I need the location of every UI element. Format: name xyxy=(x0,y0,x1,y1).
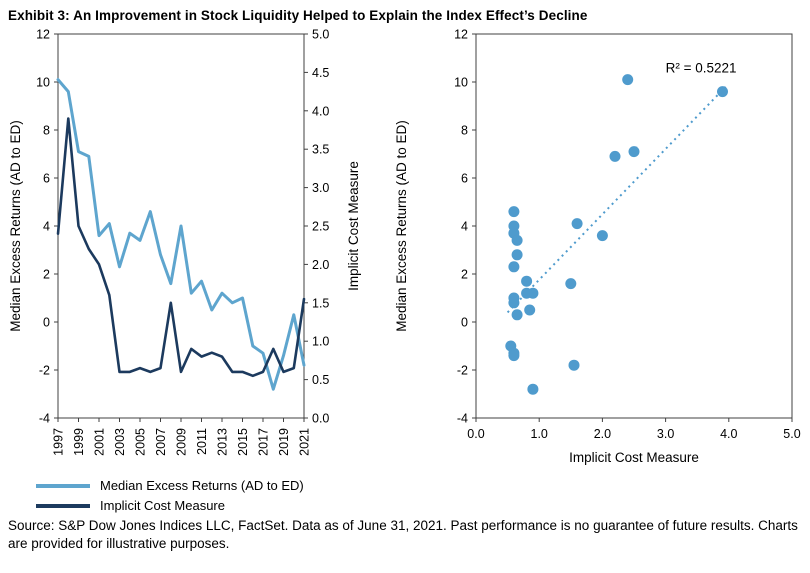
svg-text:1.5: 1.5 xyxy=(312,296,329,310)
svg-text:12: 12 xyxy=(454,28,468,42)
svg-text:3.0: 3.0 xyxy=(657,427,674,441)
legend-label-excess-returns: Median Excess Returns (AD to ED) xyxy=(100,478,304,493)
svg-text:3.5: 3.5 xyxy=(312,143,329,157)
svg-text:5.0: 5.0 xyxy=(783,427,800,441)
chart-legend: Median Excess Returns (AD to ED) Implici… xyxy=(36,478,374,513)
svg-text:2003: 2003 xyxy=(113,428,127,456)
legend-label-implicit-cost: Implicit Cost Measure xyxy=(100,498,225,513)
svg-text:-2: -2 xyxy=(39,364,50,378)
svg-text:2009: 2009 xyxy=(175,428,189,456)
svg-text:0.0: 0.0 xyxy=(312,412,329,426)
svg-text:2.0: 2.0 xyxy=(594,427,611,441)
svg-text:4.5: 4.5 xyxy=(312,66,329,80)
svg-text:4.0: 4.0 xyxy=(720,427,737,441)
svg-text:10: 10 xyxy=(36,76,50,90)
svg-text:1999: 1999 xyxy=(72,428,86,456)
svg-text:-4: -4 xyxy=(457,412,468,426)
svg-text:-2: -2 xyxy=(457,364,468,378)
svg-text:Implicit Cost Measure: Implicit Cost Measure xyxy=(569,450,699,465)
svg-text:8: 8 xyxy=(43,124,50,138)
svg-text:2005: 2005 xyxy=(134,428,148,456)
svg-text:2015: 2015 xyxy=(236,428,250,456)
svg-text:2001: 2001 xyxy=(93,428,107,456)
svg-text:0.0: 0.0 xyxy=(467,427,484,441)
scatter-chart: -4 -2 0 2 4 6 8 10 12 0.0 1.0 2.0 3.0 4.0 5.0 Implicit … xyxy=(394,28,801,466)
svg-text:12: 12 xyxy=(36,28,50,42)
svg-text:2.0: 2.0 xyxy=(312,258,329,272)
svg-text:1997: 1997 xyxy=(52,428,66,456)
svg-text:2019: 2019 xyxy=(277,428,291,456)
svg-text:8: 8 xyxy=(461,124,468,138)
line-chart: -4 -2 0 2 4 6 8 10 12 0.0 0.5 1.0 1.5 2.0 2.5 3.0 3.5 4.0… xyxy=(8,28,361,456)
svg-text:2021: 2021 xyxy=(298,428,312,456)
svg-text:2: 2 xyxy=(461,268,468,282)
legend-item-implicit-cost: Implicit Cost Measure xyxy=(36,498,374,513)
svg-text:4: 4 xyxy=(461,220,468,234)
svg-text:3.0: 3.0 xyxy=(312,181,329,195)
charts-row: -4 -2 0 2 4 6 8 10 12 0.0 0.5 1.0 1.5 2.0 2.5 3.0 3.5 4.0… xyxy=(6,26,804,514)
legend-item-excess-returns: Median Excess Returns (AD to ED) xyxy=(36,478,374,493)
line-chart-block: -4 -2 0 2 4 6 8 10 12 0.0 0.5 1.0 1.5 2.0 2.5 3.0 3.5 4.0… xyxy=(6,26,374,514)
svg-text:0: 0 xyxy=(43,316,50,330)
legend-swatch-excess-returns xyxy=(36,483,90,488)
svg-text:4: 4 xyxy=(43,220,50,234)
svg-text:2011: 2011 xyxy=(195,428,209,455)
svg-text:0: 0 xyxy=(461,316,468,330)
svg-text:5.0: 5.0 xyxy=(312,28,329,42)
svg-text:R² = 0.5221: R² = 0.5221 xyxy=(666,60,737,75)
svg-text:2017: 2017 xyxy=(257,428,271,456)
svg-text:6: 6 xyxy=(43,172,50,186)
svg-text:Implicit Cost Measure: Implicit Cost Measure xyxy=(346,161,361,291)
svg-text:2: 2 xyxy=(43,268,50,282)
svg-text:-4: -4 xyxy=(39,412,50,426)
svg-text:4.0: 4.0 xyxy=(312,104,329,118)
legend-swatch-implicit-cost xyxy=(36,503,90,508)
svg-text:Median Excess Returns (AD to E: Median Excess Returns (AD to ED) xyxy=(394,120,409,332)
svg-text:10: 10 xyxy=(454,76,468,90)
svg-text:2.5: 2.5 xyxy=(312,220,329,234)
svg-text:1.0: 1.0 xyxy=(531,427,548,441)
svg-text:2013: 2013 xyxy=(216,428,230,456)
svg-text:Median Excess Returns (AD to E: Median Excess Returns (AD to ED) xyxy=(8,120,23,332)
source-note: Source: S&P Dow Jones Indices LLC, FactS… xyxy=(8,518,798,551)
page-title: Exhibit 3: An Improvement in Stock Liqui… xyxy=(8,8,588,23)
svg-text:0.5: 0.5 xyxy=(312,373,329,387)
svg-text:6: 6 xyxy=(461,172,468,186)
svg-text:2007: 2007 xyxy=(154,428,168,456)
svg-text:1.0: 1.0 xyxy=(312,335,329,349)
